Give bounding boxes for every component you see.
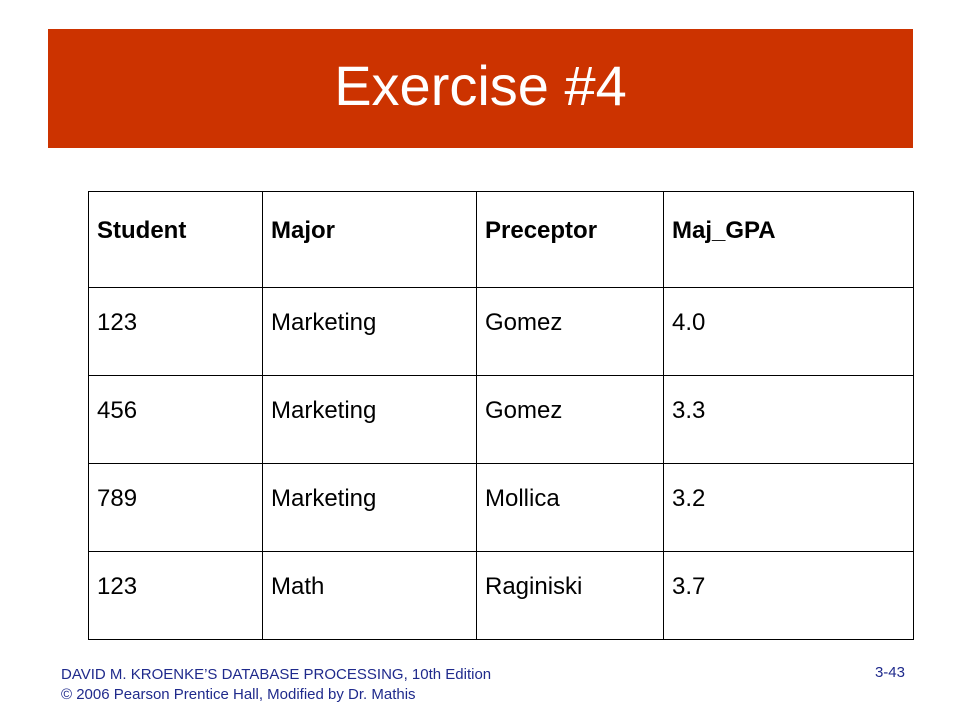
table-header-row: Student Major Preceptor Maj_GPA [88, 191, 914, 288]
cell-text: Raginiski [485, 573, 583, 600]
header-label: Preceptor [485, 217, 598, 244]
footer-line-copyright: © 2006 Pearson Prentice Hall, Modified b… [61, 686, 416, 703]
cell-text: Marketing [271, 309, 377, 336]
cell-text: Marketing [271, 485, 377, 512]
table-cell: 123 [88, 551, 263, 640]
table-cell: 3.2 [663, 463, 914, 552]
slide-title: Exercise #4 [334, 54, 627, 117]
table-row: 123 Math Raginiski 3.7 [88, 551, 914, 640]
table-cell: 3.7 [663, 551, 914, 640]
cell-text: Math [271, 573, 325, 600]
cell-text: Gomez [485, 397, 563, 424]
footer-line-book: DAVID M. KROENKE’S DATABASE PROCESSING, … [61, 666, 492, 683]
table-row: 123 Marketing Gomez 4.0 [88, 287, 914, 376]
cell-text: 3.7 [672, 573, 706, 600]
table-cell: 4.0 [663, 287, 914, 376]
header-label: Major [271, 217, 336, 244]
table-cell: 789 [88, 463, 263, 552]
header-label: Maj_GPA [672, 217, 776, 244]
cell-text: 123 [97, 309, 138, 336]
cell-text: 123 [97, 573, 138, 600]
table-row: 789 Marketing Mollica 3.2 [88, 463, 914, 552]
header-cell-maj-gpa: Maj_GPA [663, 191, 914, 288]
cell-text: Marketing [271, 397, 377, 424]
header-cell-preceptor: Preceptor [476, 191, 664, 288]
table-cell: Raginiski [476, 551, 664, 640]
header-cell-student: Student [88, 191, 263, 288]
table-cell: 456 [88, 375, 263, 464]
table-cell: 3.3 [663, 375, 914, 464]
table-cell: Math [262, 551, 477, 640]
data-table: Student Major Preceptor Maj_GPA 123 Mark… [88, 191, 914, 640]
cell-text: 789 [97, 485, 138, 512]
cell-text: Mollica [485, 485, 560, 512]
footer-credits: DAVID M. KROENKE’S DATABASE PROCESSING, … [61, 665, 491, 705]
table-cell: 123 [88, 287, 263, 376]
table-cell: Mollica [476, 463, 664, 552]
table-cell: Marketing [262, 287, 477, 376]
table-cell: Marketing [262, 375, 477, 464]
cell-text: 3.3 [672, 397, 706, 424]
title-banner: Exercise #4 [48, 29, 913, 148]
cell-text: 3.2 [672, 485, 706, 512]
cell-text: 4.0 [672, 309, 706, 336]
cell-text: 456 [97, 397, 138, 424]
cell-text: Gomez [485, 309, 563, 336]
table-cell: Gomez [476, 375, 664, 464]
page-number: 3-43 [874, 664, 905, 681]
table-row: 456 Marketing Gomez 3.3 [88, 375, 914, 464]
table-cell: Gomez [476, 287, 664, 376]
table-cell: Marketing [262, 463, 477, 552]
header-label: Student [97, 217, 187, 244]
header-cell-major: Major [262, 191, 477, 288]
